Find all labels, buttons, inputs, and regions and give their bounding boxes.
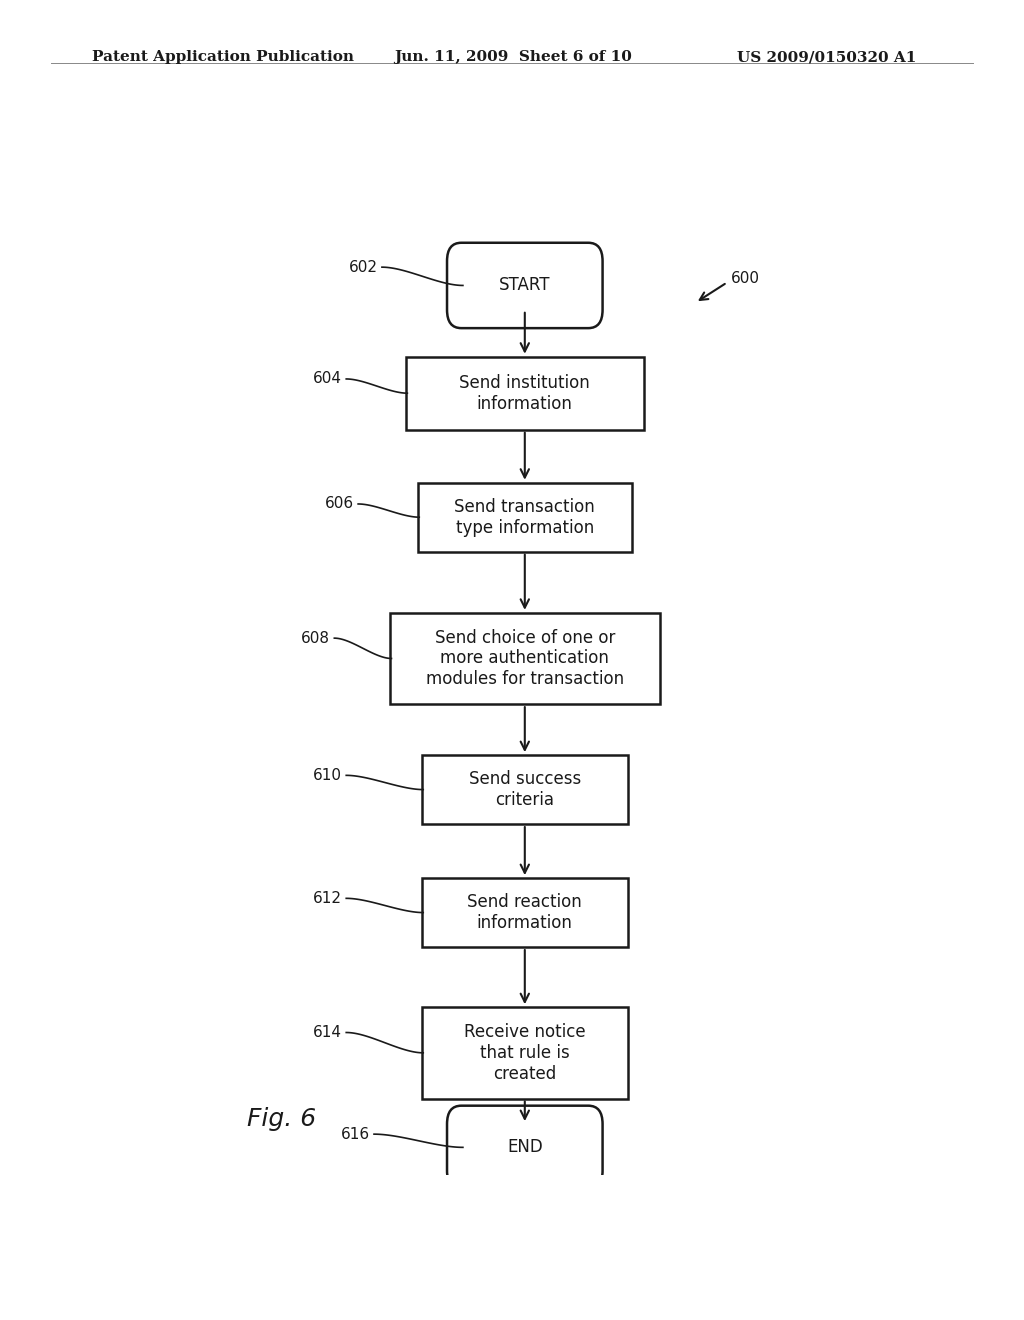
FancyBboxPatch shape [447,1106,602,1189]
Bar [422,755,628,824]
Text: Send choice of one or
more authentication
modules for transaction: Send choice of one or more authenticatio… [426,628,624,688]
Text: Send transaction
type information: Send transaction type information [455,498,595,537]
Text: 614: 614 [313,1026,342,1040]
Text: Send success
criteria: Send success criteria [469,770,581,809]
Text: END: END [507,1138,543,1156]
FancyBboxPatch shape [447,243,602,329]
Bar [406,356,644,430]
Text: 604: 604 [313,371,342,387]
Text: Fig. 6: Fig. 6 [247,1107,316,1131]
Text: 602: 602 [349,260,378,275]
Bar [422,1007,628,1098]
Bar [418,483,632,552]
Text: START: START [499,276,551,294]
Text: Send institution
information: Send institution information [460,374,590,413]
Text: US 2009/0150320 A1: US 2009/0150320 A1 [737,50,916,65]
Text: 610: 610 [313,768,342,783]
Text: Send reaction
information: Send reaction information [467,894,583,932]
Text: Receive notice
that rule is
created: Receive notice that rule is created [464,1023,586,1082]
Bar [390,612,659,704]
Text: 600: 600 [731,271,760,286]
Text: Patent Application Publication: Patent Application Publication [92,50,354,65]
Text: Jun. 11, 2009  Sheet 6 of 10: Jun. 11, 2009 Sheet 6 of 10 [394,50,632,65]
Text: 608: 608 [301,631,331,645]
Text: 616: 616 [341,1127,370,1142]
Text: 606: 606 [325,496,354,511]
Text: 612: 612 [313,891,342,906]
Bar [422,878,628,948]
